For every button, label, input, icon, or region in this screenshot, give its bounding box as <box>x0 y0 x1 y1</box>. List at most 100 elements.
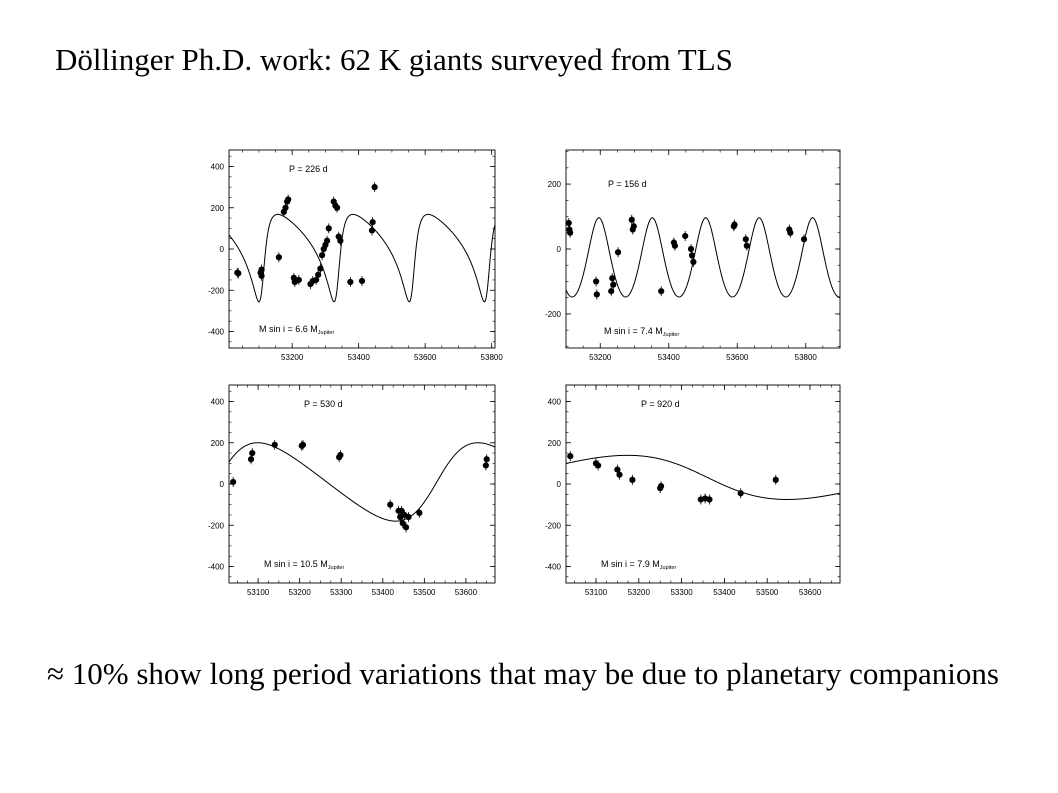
data-point <box>614 249 622 256</box>
data-point <box>333 204 341 211</box>
data-point <box>337 452 344 459</box>
mass-label: M sin i = 10.5 MJupiter <box>264 559 344 571</box>
data-point <box>682 232 689 240</box>
y-tick-label: 200 <box>548 439 562 448</box>
data-point <box>299 441 307 448</box>
data-point <box>688 252 696 259</box>
data-point <box>608 288 615 295</box>
data-point <box>743 242 750 249</box>
data-point <box>706 496 713 503</box>
data-point <box>282 204 289 211</box>
orbit-fit-curve <box>566 454 840 500</box>
data-point <box>609 275 616 282</box>
x-tick-label: 53200 <box>289 588 312 597</box>
data-point <box>230 478 237 486</box>
data-point <box>317 265 324 272</box>
y-tick-label: -200 <box>545 310 562 319</box>
y-tick-label: 0 <box>220 245 225 254</box>
mass-label-main: M sin i = 6.6 M <box>259 324 318 334</box>
period-label: P = 156 d <box>608 179 647 189</box>
x-tick-label: 53500 <box>756 588 779 597</box>
data-point <box>325 225 332 232</box>
mass-label-subscript: Jupiter <box>328 565 345 571</box>
data-point <box>567 453 574 460</box>
data-point <box>347 278 354 286</box>
rv-panel-2: 53200 53400 53600 53800 -200 0 200 P = 156 d M s… <box>545 149 841 362</box>
period-label: P = 920 d <box>641 399 680 409</box>
data-point <box>369 219 376 226</box>
data-point <box>616 471 623 478</box>
data-point <box>742 236 749 243</box>
x-tick-label: 53400 <box>713 588 736 597</box>
mass-label: M sin i = 7.4 MJupiter <box>604 326 679 338</box>
data-point <box>275 254 282 261</box>
data-point <box>247 456 255 463</box>
y-tick-label: 0 <box>557 245 562 254</box>
data-point <box>368 227 376 234</box>
rv-panel-4: 53100 53200 53300 53400 53500 53600 -400 -200 0 2… <box>545 384 841 597</box>
data-point <box>313 276 320 284</box>
x-tick-label: 53500 <box>413 588 436 597</box>
orbit-fit-curve <box>566 217 840 298</box>
mass-label-subscript: Jupiter <box>318 330 335 336</box>
data-point <box>258 266 265 273</box>
y-tick-label: -400 <box>208 328 225 337</box>
data-point <box>258 272 265 279</box>
data-point <box>629 476 636 483</box>
data-point <box>271 441 278 448</box>
data-point <box>657 482 665 490</box>
mass-label-subscript: Jupiter <box>663 332 680 338</box>
plot-frame <box>228 149 496 349</box>
data-point <box>772 476 779 483</box>
data-point <box>593 278 600 285</box>
y-tick-label: -200 <box>545 521 562 530</box>
y-tick-label: 400 <box>211 163 225 172</box>
x-tick-label: 53200 <box>281 353 304 362</box>
data-point <box>323 237 331 244</box>
data-point <box>787 229 794 236</box>
y-tick-label: -200 <box>208 521 225 530</box>
x-tick-label: 53800 <box>795 353 818 362</box>
y-tick-label: -200 <box>208 286 225 295</box>
y-tick-label: 200 <box>548 180 562 189</box>
x-tick-label: 53800 <box>481 353 504 362</box>
rv-panel-3: 53100 53200 53300 53400 53500 53600 -400 -200 0 2… <box>208 384 496 597</box>
data-point <box>565 219 572 227</box>
data-point <box>690 258 697 266</box>
data-point <box>731 221 738 228</box>
data-point <box>285 196 292 203</box>
data-point <box>387 501 394 508</box>
x-tick-label: 53400 <box>348 353 371 362</box>
data-point <box>567 229 574 236</box>
data-point <box>614 466 621 473</box>
data-point <box>249 449 256 457</box>
data-point <box>319 252 326 259</box>
y-tick-label: 200 <box>211 439 225 448</box>
slide-title: Döllinger Ph.D. work: 62 K giants survey… <box>55 42 733 77</box>
mass-label-main: M sin i = 7.9 M <box>601 559 660 569</box>
y-tick-label: 400 <box>211 398 225 407</box>
rv-panel-1: 53200 53400 53600 53800 -400 -200 0 200 400 P = 2… <box>208 149 504 362</box>
mass-label: M sin i = 7.9 MJupiter <box>601 559 676 571</box>
data-point <box>483 456 490 463</box>
orbit-fit-curve <box>229 442 495 522</box>
data-point <box>358 277 366 285</box>
mass-label-subscript: Jupiter <box>660 565 677 571</box>
data-point <box>671 242 679 249</box>
plot-frame <box>228 384 496 584</box>
mass-label-main: M sin i = 7.4 M <box>604 326 663 336</box>
period-label: P = 530 d <box>304 399 343 409</box>
data-point <box>402 524 410 531</box>
y-tick-label: 400 <box>548 398 562 407</box>
x-tick-label: 53600 <box>414 353 437 362</box>
data-point <box>337 237 344 244</box>
plot-frame <box>565 384 841 584</box>
data-point <box>800 236 808 243</box>
data-point <box>399 520 406 527</box>
x-tick-label: 53400 <box>658 353 681 362</box>
x-tick-label: 53100 <box>247 588 270 597</box>
x-tick-label: 53600 <box>726 353 749 362</box>
data-point <box>687 245 695 253</box>
data-point <box>405 513 412 521</box>
